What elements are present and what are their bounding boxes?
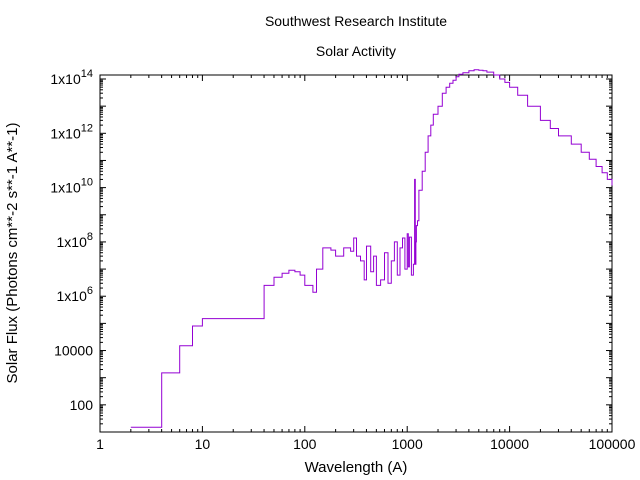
y-tick-label: 1x106 xyxy=(57,285,93,304)
x-tick-label: 10000 xyxy=(490,436,529,452)
x-tick-label: 10 xyxy=(195,436,211,452)
series-layer xyxy=(131,70,612,428)
y-axis-label: Solar Flux (Photons cm**-2 s**-1 A**-1) xyxy=(4,123,21,384)
y-tick-label: 1x1012 xyxy=(50,122,93,141)
chart-title: Solar Activity xyxy=(316,43,396,59)
chart-subtitle: Southwest Research Institute xyxy=(265,13,447,29)
x-tick-label: 1 xyxy=(96,436,104,452)
solar-flux-series-line xyxy=(131,70,612,428)
x-axis: 1 10 100 1000 10000 100000 xyxy=(96,75,635,452)
x-tick-label: 1000 xyxy=(392,436,423,452)
x-axis-label: Wavelength (A) xyxy=(305,459,408,476)
y-tick-label: 10000 xyxy=(54,343,93,359)
y-tick-label: 1x108 xyxy=(57,231,93,250)
x-tick-label: 100000 xyxy=(589,436,636,452)
x-tick-label: 100 xyxy=(293,436,317,452)
y-tick-label: 1x1010 xyxy=(50,177,93,196)
y-tick-label: 1x1014 xyxy=(50,68,93,87)
y-tick-label: 100 xyxy=(70,397,94,413)
